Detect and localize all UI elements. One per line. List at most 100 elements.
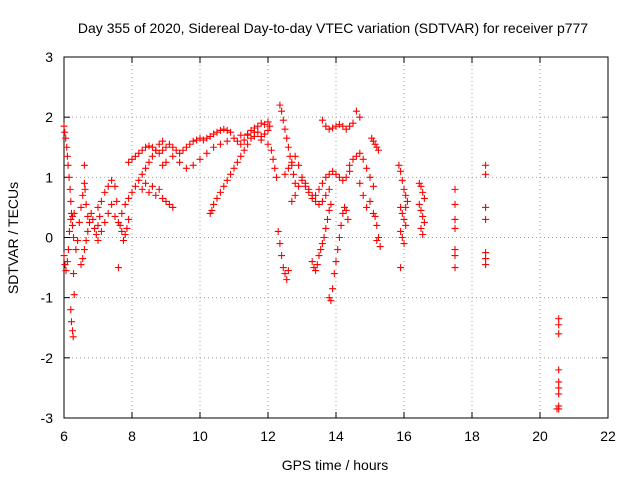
data-point-marker: [363, 164, 371, 172]
data-point-marker: [169, 143, 177, 151]
data-point-marker: [196, 134, 204, 142]
data-point-marker: [290, 170, 297, 178]
data-point-marker: [118, 227, 126, 235]
data-point-marker: [84, 227, 92, 235]
data-point-marker: [66, 185, 74, 193]
data-point-marker: [366, 173, 374, 181]
data-point-marker: [104, 182, 112, 190]
data-point-marker: [284, 267, 292, 275]
y-tick-label: -2: [41, 350, 54, 366]
data-point-marker: [291, 179, 299, 187]
data-point-marker: [123, 224, 131, 232]
data-point-marker: [283, 276, 291, 284]
data-point-marker: [65, 227, 73, 235]
data-point-marker: [69, 212, 76, 220]
data-point-marker: [295, 182, 303, 190]
y-tick-label: 2: [45, 109, 53, 125]
data-point-marker: [240, 146, 248, 154]
data-point-marker: [482, 255, 490, 263]
data-point-marker: [356, 113, 364, 121]
data-point-marker: [120, 237, 127, 245]
data-point-marker: [186, 140, 194, 148]
data-point-marker: [397, 167, 405, 175]
data-point-marker: [329, 124, 337, 132]
data-point-marker: [327, 297, 335, 305]
data-point-marker: [176, 158, 184, 166]
data-point-marker: [342, 125, 350, 133]
data-point-marker: [138, 146, 146, 154]
data-point-marker: [94, 221, 102, 229]
data-point-marker: [482, 215, 490, 223]
data-point-marker: [330, 270, 338, 278]
data-point-marker: [376, 243, 384, 251]
data-point-marker: [305, 185, 313, 193]
data-point-marker: [142, 164, 150, 172]
data-point-marker: [342, 206, 350, 214]
data-point-marker: [308, 258, 316, 266]
data-point-marker: [352, 107, 360, 115]
data-point-marker: [237, 140, 245, 148]
data-point-marker: [61, 128, 69, 136]
data-point-marker: [128, 188, 136, 196]
data-point-marker: [346, 161, 354, 169]
data-point-marker: [116, 221, 124, 229]
data-point-marker: [223, 126, 231, 134]
data-point-marker: [254, 122, 262, 130]
data-point-marker: [356, 179, 364, 187]
data-point-marker: [342, 173, 350, 181]
data-point-marker: [213, 194, 221, 202]
data-point-marker: [402, 191, 410, 199]
data-point-marker: [315, 200, 323, 208]
data-point-marker: [274, 227, 282, 235]
data-point-marker: [155, 185, 163, 193]
data-point-marker: [145, 142, 153, 150]
data-point-marker: [138, 170, 146, 178]
data-point-marker: [402, 203, 410, 211]
data-point-marker: [415, 200, 423, 208]
data-point-marker: [101, 188, 109, 196]
data-point-marker: [159, 194, 167, 202]
data-point-marker: [67, 215, 75, 223]
data-point-marker: [70, 209, 78, 217]
data-point-marker: [206, 209, 214, 217]
data-point-marker: [111, 212, 119, 220]
data-point-marker: [269, 155, 277, 163]
data-point-marker: [398, 234, 406, 241]
data-point-marker: [417, 182, 425, 190]
data-point-marker: [237, 131, 245, 139]
data-point-marker: [138, 185, 146, 193]
data-point-marker: [482, 261, 490, 269]
data-point-marker: [335, 234, 343, 241]
data-point-marker: [210, 200, 218, 208]
data-point-marker: [89, 215, 97, 223]
data-point-marker: [320, 234, 328, 241]
data-point-marker: [318, 240, 326, 248]
data-point-marker: [199, 136, 207, 144]
data-point-marker: [278, 252, 286, 260]
data-point-marker: [341, 203, 348, 211]
data-point-marker: [114, 218, 122, 226]
data-point-marker: [295, 161, 303, 169]
data-point-marker: [325, 294, 333, 302]
data-point-marker: [148, 182, 156, 190]
data-point-marker: [92, 230, 100, 238]
data-point-marker: [315, 185, 323, 193]
data-point-marker: [69, 221, 76, 229]
data-point-marker: [101, 218, 109, 226]
data-point-marker: [264, 126, 272, 134]
data-point-marker: [169, 203, 177, 211]
data-point-marker: [279, 116, 287, 124]
data-point-marker: [555, 330, 563, 338]
x-tick-label: 6: [60, 428, 68, 444]
data-point-marker: [369, 137, 377, 145]
data-point-marker: [145, 188, 153, 196]
data-point-marker: [400, 185, 408, 193]
data-point-marker: [375, 234, 382, 241]
data-point-marker: [131, 182, 139, 190]
data-point-marker: [125, 215, 133, 223]
data-point-marker: [148, 143, 156, 151]
data-point-marker: [230, 164, 238, 172]
data-point-marker: [371, 140, 379, 148]
data-point-marker: [281, 125, 289, 133]
data-point-marker: [288, 197, 296, 205]
